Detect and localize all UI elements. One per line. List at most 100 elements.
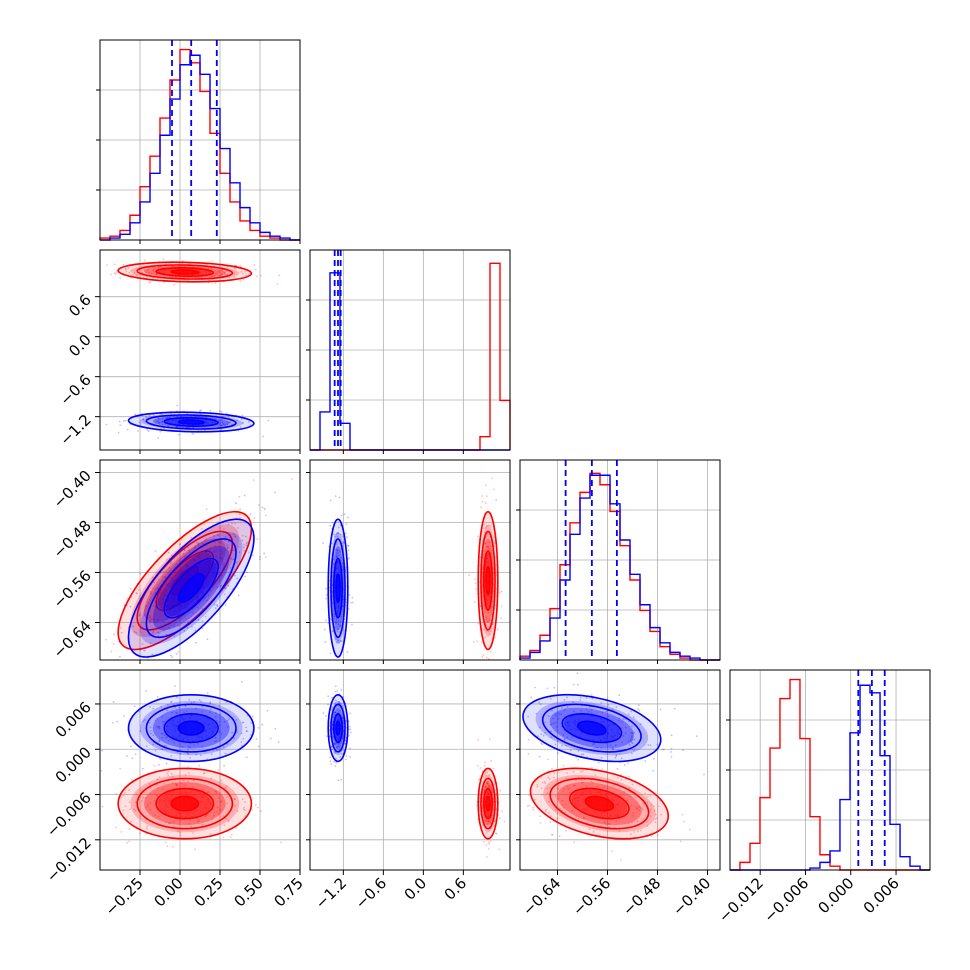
- blue-sample-point: [139, 613, 141, 616]
- blue-sample-point: [249, 513, 252, 516]
- blue-sample-point: [335, 746, 338, 749]
- blue-sample-point: [139, 649, 142, 651]
- red-sample-point: [154, 612, 157, 615]
- red-sample-point: [527, 794, 530, 797]
- blue-sample-point: [338, 549, 340, 552]
- red-sample-point: [130, 779, 133, 781]
- blue-sample-point: [565, 744, 568, 747]
- red-sample-point: [233, 804, 236, 807]
- red-sample-point: [244, 801, 246, 803]
- blue-sample-point: [331, 723, 334, 726]
- blue-sample-point: [536, 735, 539, 738]
- red-sample-point: [485, 495, 488, 498]
- red-sample-point: [134, 801, 137, 804]
- blue-sample-point: [600, 746, 603, 749]
- blue-sample-point: [615, 754, 618, 757]
- red-sample-point: [481, 656, 484, 658]
- red-sample-point: [248, 551, 250, 554]
- red-sample-point: [554, 809, 557, 811]
- blue-sample-point: [331, 630, 334, 633]
- red-sample-point: [216, 806, 219, 809]
- red-sample-point: [480, 641, 483, 644]
- blue-sample-point: [177, 617, 179, 619]
- blue-sample-point: [228, 421, 231, 424]
- blue-sample-point: [197, 543, 200, 546]
- blue-sample-point: [245, 726, 247, 729]
- blue-sample-point: [123, 714, 125, 717]
- blue-contour: [333, 713, 344, 744]
- blue-sample-point: [349, 725, 351, 728]
- red-sample-point: [143, 268, 146, 271]
- blue-sample-point: [334, 699, 337, 702]
- blue-sample-point: [158, 763, 160, 766]
- red-sample-point: [129, 808, 132, 811]
- red-sample-point: [135, 274, 138, 277]
- blue-sample-point: [346, 536, 349, 538]
- red-density-fill: [585, 796, 614, 811]
- blue-sample-point: [530, 696, 533, 699]
- red-sample-point: [549, 815, 552, 818]
- blue-sample-point: [549, 697, 552, 700]
- blue-sample-point: [336, 535, 339, 538]
- blue-sample-point: [160, 706, 163, 708]
- red-sample-point: [490, 552, 493, 555]
- blue-sample-point: [614, 756, 617, 759]
- red-sample-point: [473, 600, 476, 603]
- red-sample-point: [629, 833, 632, 836]
- blue-sample-point: [552, 717, 555, 720]
- blue-sample-point: [257, 726, 260, 729]
- blue-contour: [330, 703, 346, 753]
- blue-sample-point: [554, 714, 557, 717]
- red-sample-point: [134, 809, 137, 812]
- red-sample-point: [85, 651, 87, 653]
- blue-sample-point: [218, 720, 221, 723]
- blue-sample-point: [331, 542, 333, 545]
- blue-sample-point: [169, 577, 172, 580]
- blue-sample-point: [142, 720, 145, 723]
- blue-sample-point: [237, 594, 240, 597]
- red-sample-point: [487, 545, 490, 548]
- red-sample-point: [186, 279, 189, 282]
- blue-sample-point: [630, 741, 633, 743]
- red-sample-point: [592, 781, 594, 784]
- blue-sample-point: [339, 620, 342, 623]
- blue-sample-point: [118, 420, 121, 423]
- red-sample-point: [179, 831, 182, 834]
- red-sample-point: [485, 525, 488, 527]
- red-sample-point: [130, 273, 133, 276]
- blue-sample-point: [582, 753, 585, 756]
- blue-sample-point: [116, 720, 119, 723]
- red-sample-point: [221, 558, 224, 561]
- blue-sample-point: [258, 558, 261, 561]
- blue-sample-point: [333, 742, 336, 745]
- red-sample-point: [481, 500, 484, 503]
- red-sample-point: [228, 276, 230, 279]
- red-sample-point: [485, 624, 488, 626]
- blue-sample-point: [560, 707, 563, 709]
- blue-sample-point: [160, 732, 163, 735]
- panel-content: [100, 258, 281, 439]
- blue-sample-point: [342, 734, 345, 737]
- red-sample-point: [226, 549, 229, 552]
- red-sample-point: [485, 780, 488, 783]
- blue-sample-point: [577, 750, 580, 752]
- red-sample-point: [125, 270, 128, 273]
- red-sample-point: [484, 821, 487, 824]
- blue-sample-point: [173, 664, 175, 666]
- red-sample-point: [488, 540, 491, 543]
- blue-sample-point: [152, 707, 154, 710]
- blue-sample-point: [162, 598, 164, 601]
- blue-sample-point: [161, 736, 164, 739]
- panel-content: [322, 477, 503, 660]
- red-sample-point: [180, 538, 183, 541]
- red-sample-point: [220, 273, 223, 276]
- blue-sample-point: [175, 579, 177, 581]
- blue-sample-point: [205, 551, 208, 553]
- blue-sample-point: [150, 732, 152, 735]
- blue-sample-point: [340, 740, 343, 742]
- red-contour: [170, 795, 200, 812]
- blue-sample-point: [135, 631, 138, 634]
- red-sample-point: [264, 556, 267, 558]
- red-sample-point: [153, 266, 156, 269]
- blue-sample-point: [157, 586, 159, 589]
